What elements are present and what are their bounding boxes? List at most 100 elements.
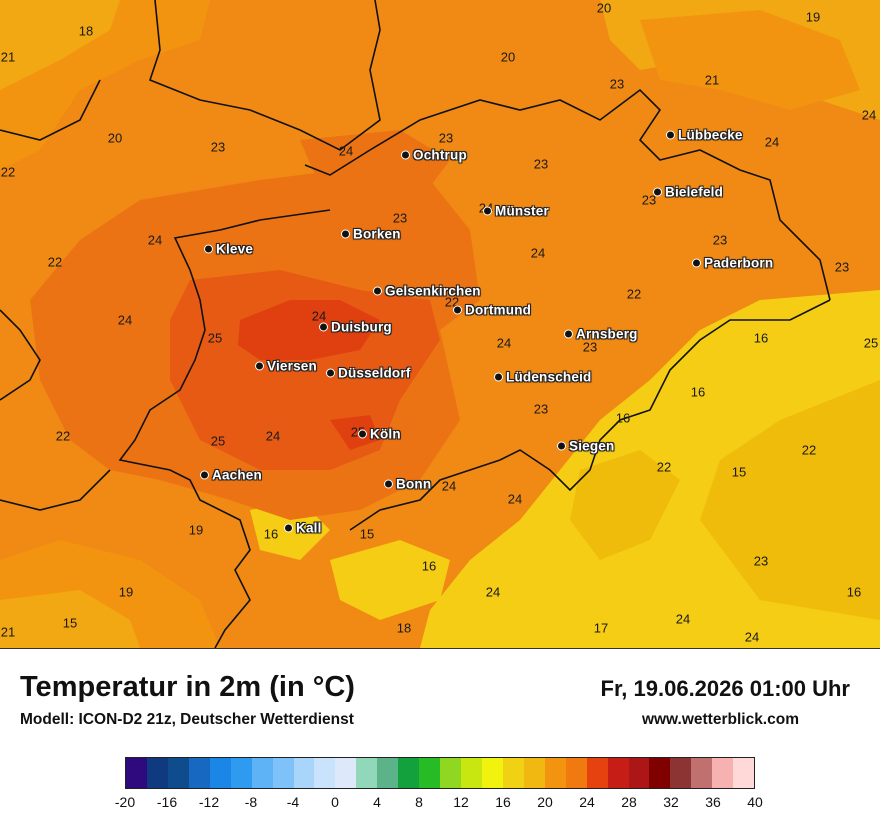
color-scale-tick-label: -16 [156,794,178,810]
city-dot-icon [653,187,662,197]
city-name: Gelsenkirchen [385,283,481,299]
temperature-value: 24 [265,428,281,444]
temperature-value: 24 [147,232,163,248]
city-name: Ochtrup [413,147,467,163]
color-scale-segment [272,758,294,788]
city-name: Borken [353,226,401,242]
city-marker: Ochtrup [401,148,467,163]
temperature-value: 20 [596,0,612,16]
city-dot-icon [255,361,264,371]
city-name: Bonn [396,476,432,492]
website-link[interactable]: www.wetterblick.com [641,711,799,728]
city-name: Duisburg [331,319,392,335]
city-name: Bielefeld [665,184,724,200]
temperature-value: 19 [188,522,204,538]
temperature-value: 16 [753,330,769,346]
city-marker: Kleve [204,242,253,257]
city-marker: Köln [358,427,401,442]
city-marker: Bonn [384,477,431,492]
border-nl-de-north [149,0,381,151]
temp-zone-16-south [330,540,450,620]
city-dot-icon [401,150,410,160]
border-be [0,469,111,511]
city-dot-icon [204,244,213,254]
color-scale-segment [293,758,315,788]
color-scale-tick-label: 4 [373,794,381,810]
color-scale-tick-label: 16 [495,794,511,810]
city-dot-icon [284,523,293,533]
border-misc [0,79,101,141]
temperature-value: 16 [846,584,862,600]
color-scale-segment [251,758,273,788]
city-dot-icon [326,368,335,378]
color-scale-tick-label: 36 [705,794,721,810]
color-scale-segment [209,758,231,788]
color-scale-segment [607,758,629,788]
city-marker: Borken [341,227,401,242]
model-subtitle: Modell: ICON-D2 21z, Deutscher Wetterdie… [20,711,354,728]
city-dot-icon [557,441,566,451]
temp-zone-15b [570,450,680,560]
temp-zone-24b [300,130,450,210]
temperature-value: 24 [764,134,780,150]
city-dot-icon [564,329,573,339]
temperature-value: 24 [744,629,760,645]
city-name: Arnsberg [576,326,638,342]
temperature-value: 22 [55,428,71,444]
temperature-value: 21 [0,49,16,65]
color-scale-segment [314,758,336,788]
temperature-value: 19 [805,9,821,25]
city-marker: Gelsenkirchen [373,284,481,299]
temperature-value: 19 [118,584,134,600]
temperature-map: 20 19 18 21 20 23 21 24 23 24 23 24 20 22 23 23 23 24 24 24… [0,0,880,649]
temp-zone-18 [0,0,120,90]
temperature-value: 16 [690,384,706,400]
city-name: Aachen [212,467,262,483]
color-scale-segment [126,758,147,788]
color-scale-tick-label: -8 [244,794,258,810]
color-scale-segment [649,758,671,788]
temperature-value: 23 [834,259,850,275]
temperature-value: 23 [753,553,769,569]
color-scale-segment [481,758,503,788]
temperature-value: 23 [438,130,454,146]
city-marker: Lübbecke [666,128,743,143]
color-scale-segment [544,758,566,788]
city-marker: Duisburg [319,320,392,335]
city-name: Viersen [267,358,317,374]
city-marker: Siegen [557,439,614,454]
temperature-value: 22 [47,254,63,270]
color-scale-segment [419,758,441,788]
map-graphic [0,0,880,648]
city-marker: Arnsberg [564,327,638,342]
color-scale-segment [565,758,587,788]
city-dot-icon [319,322,328,332]
color-scale-segment [377,758,399,788]
temperature-value: 25 [207,330,223,346]
temperature-value: 23 [533,156,549,172]
color-scale-tick-label: 0 [331,794,339,810]
color-scale-segment [523,758,545,788]
legend-footer: Temperatur in 2m (in °C) Modell: ICON-D2… [0,649,880,830]
temp-zone-18-sw [0,590,140,648]
temperature-value: 22 [626,286,642,302]
city-marker: Paderborn [692,256,773,271]
color-scale-tick-label: 28 [621,794,637,810]
temperature-value: 24 [441,478,457,494]
color-scale-tick-label: 8 [415,794,423,810]
border-nrw-west [118,209,331,648]
temperature-value: 23 [533,401,549,417]
city-dot-icon [384,479,393,489]
city-dot-icon [200,470,209,480]
city-name: Düsseldorf [338,365,411,381]
temp-zone-15-east [700,380,880,620]
city-dot-icon [666,130,675,140]
temperature-value: 23 [609,76,625,92]
temperature-value: 18 [396,620,412,636]
color-scale-tick-label: 12 [453,794,469,810]
city-name: Paderborn [704,255,774,271]
border-nl-west [0,309,41,401]
temperature-value: 23 [582,339,598,355]
city-dot-icon [358,429,367,439]
color-scale-bar [125,757,755,789]
